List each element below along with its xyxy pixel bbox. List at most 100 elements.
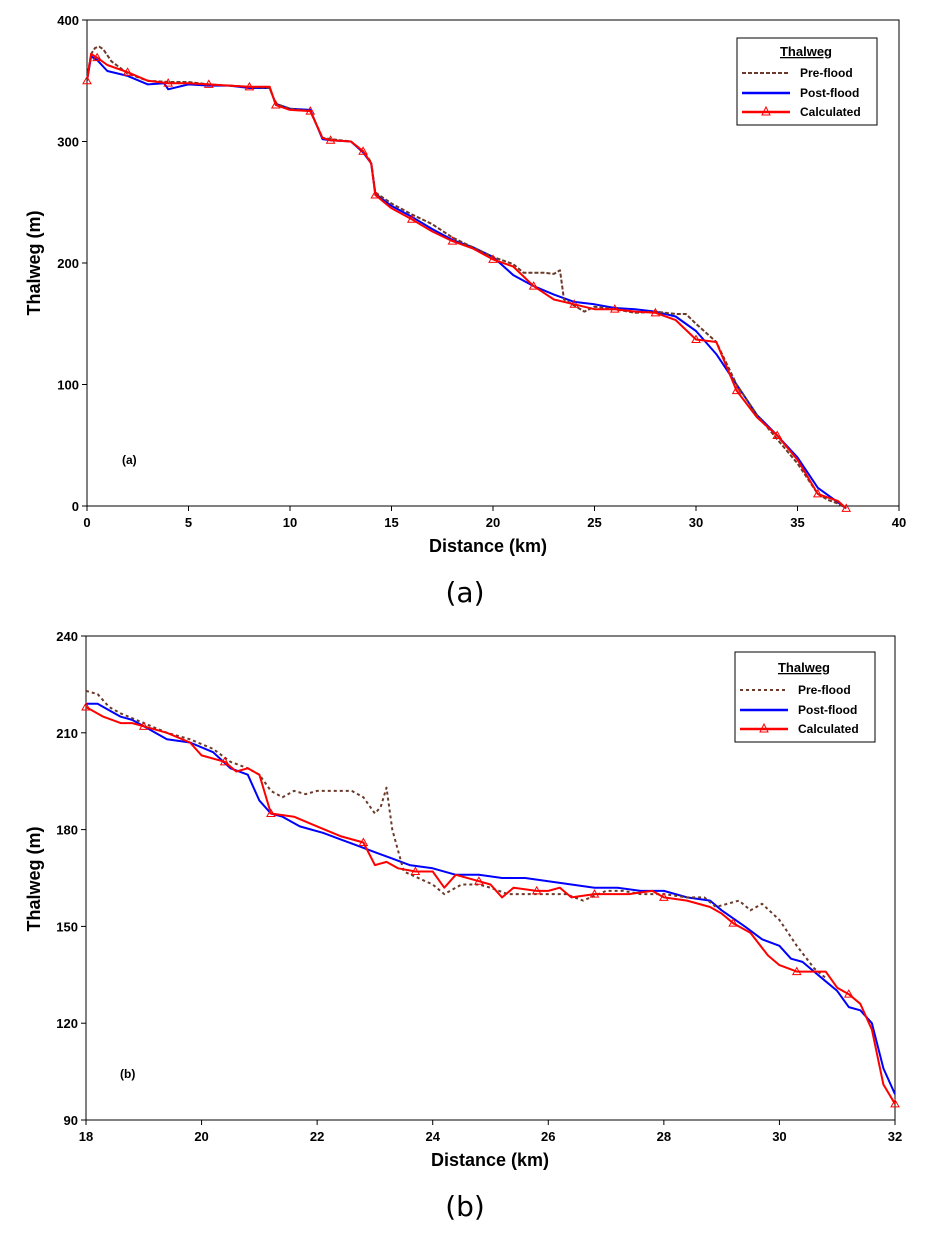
chart-a-panel-label: (a) [122,453,137,467]
chart-a-marker-calculated [244,81,255,91]
chart-b-x-tick-label: 22 [310,1129,324,1144]
chart-a-marker-calculated [812,488,823,498]
chart-b-legend: Thalweg Pre-flood Post-flood Calculated [734,651,876,743]
chart-b-marker-calculated [531,885,542,895]
chart-b-y-tick-label: 90 [64,1113,78,1128]
figure-caption-a: (a) [445,576,484,609]
chart-b-y-tick-label: 240 [56,629,78,644]
chart-a-x-tick-label: 0 [83,515,90,530]
chart-a-legend-label-post-flood: Post-flood [800,86,859,100]
figure-caption-b: (b) [445,1190,485,1223]
chart-a-marker-calculated [122,67,133,76]
chart-b-axes: 18 20 22 24 26 28 30 32 90 120 150 180 210 240 [56,629,902,1144]
chart-a-y-tick-label: 0 [72,499,79,514]
chart-b-marker-calculated [589,889,600,898]
chart-b-x-tick-label: 20 [194,1129,208,1144]
chart-b-marker-calculated [219,756,230,766]
chart-a-marker-calculated [488,254,498,263]
chart-a-x-tick-label: 40 [892,515,906,530]
chart-b-panel-label: (b) [120,1067,135,1081]
chart-a-marker-calculated [731,385,742,395]
chart-a-marker-calculated [691,334,701,344]
chart-a-marker-calculated [406,214,417,223]
chart-b-y-tick-label: 150 [56,919,78,934]
chart-a-marker-calculated [203,79,214,88]
chart-b-legend-title: Thalweg [778,660,830,675]
chart-b-x-tick-label: 32 [888,1129,902,1144]
chart-a-legend-label-calculated: Calculated [800,105,861,119]
chart-b-marker-calculated [358,837,369,847]
chart-a-x-axis-label: Distance (km) [429,536,547,556]
chart-a-marker-calculated [772,430,783,440]
chart-b-marker-calculated [81,701,91,711]
chart-b-series-line-post-flood [86,702,895,1095]
chart-a-x-tick-label: 30 [689,515,703,530]
chart-b-legend-label-post-flood: Post-flood [798,703,857,717]
chart-a-marker-calculated [609,304,620,313]
chart-b-legend-label-pre-flood: Pre-flood [798,683,851,697]
chart-a-marker-calculated [92,52,103,62]
chart-b-x-tick-label: 30 [772,1129,786,1144]
chart-a-marker-calculated [358,146,368,155]
chart-b-marker-calculated [728,918,739,927]
chart-b-marker-calculated [843,989,854,998]
chart-a-marker-calculated [82,75,92,85]
chart-a-marker-calculated [650,307,661,317]
chart-a-y-tick-label: 100 [57,378,79,393]
chart-a-marker-calculated [163,78,174,87]
chart-a-marker-calculated [270,100,281,109]
chart-a-legend-title: Thalweg [780,44,832,59]
chart-b-x-axis-label: Distance (km) [431,1150,549,1170]
chart-b-x-tick-label: 28 [657,1129,671,1144]
chart-a-series [82,45,852,512]
chart-b-y-tick-label: 180 [56,823,78,838]
chart-a-marker-calculated [569,299,580,308]
chart-b-marker-calculated [474,876,484,885]
chart-a-y-tick-label: 200 [57,256,79,271]
chart-b-x-tick-label: 18 [79,1129,93,1144]
chart-panel-b: 18 20 22 24 26 28 30 32 90 120 150 180 210 240 (b) Di… [24,629,902,1223]
chart-b-marker-calculated [791,966,802,976]
chart-a-series-line-post-flood [87,55,847,510]
chart-a-x-tick-label: 20 [486,515,500,530]
chart-a-legend-label-pre-flood: Pre-flood [800,66,853,80]
chart-a-marker-calculated [325,135,336,144]
chart-a-x-tick-label: 15 [384,515,398,530]
chart-a-x-tick-label: 25 [587,515,601,530]
chart-b-marker-calculated [138,721,149,730]
chart-a-marker-calculated [305,106,316,115]
chart-b-marker-calculated [266,808,276,817]
chart-b-marker-calculated [890,1098,900,1108]
chart-a-marker-calculated [841,503,852,512]
chart-a-series-line-calculated [87,53,847,510]
chart-a-legend-marker-calculated [761,105,771,116]
chart-a-marker-calculated [447,236,458,245]
chart-a-legend-box [736,37,878,126]
chart-b-marker-calculated [410,866,421,876]
chart-b-legend-marker-calculated [759,722,769,733]
chart-b-y-axis-label: Thalweg (m) [24,826,44,931]
chart-b-x-tick-label: 26 [541,1129,555,1144]
chart-a-marker-calculated [370,189,381,199]
chart-b-x-tick-label: 24 [425,1129,440,1144]
chart-a-y-tick-label: 300 [57,135,79,150]
chart-a-marker-calculated [528,281,539,290]
chart-a-y-axis-label: Thalweg (m) [24,210,44,315]
chart-a-x-tick-label: 10 [283,515,297,530]
chart-b-legend-box [734,651,876,743]
chart-b-y-tick-label: 210 [56,726,78,741]
chart-a-x-tick-label: 5 [185,515,192,530]
chart-a-series-line-pre-flood [87,45,847,510]
chart-b-legend-label-calculated: Calculated [798,722,859,736]
chart-b-y-tick-label: 120 [56,1016,78,1031]
chart-a-legend: Thalweg Pre-flood Post-flood Calculated [736,37,878,126]
chart-b-series-line-calculated [86,706,895,1105]
chart-b-series-line-pre-flood [86,689,827,979]
chart-b-marker-calculated [658,892,669,901]
chart-a-x-tick-label: 35 [790,515,804,530]
chart-a-y-tick-label: 400 [57,13,79,28]
chart-b-plot-frame [85,635,896,1121]
